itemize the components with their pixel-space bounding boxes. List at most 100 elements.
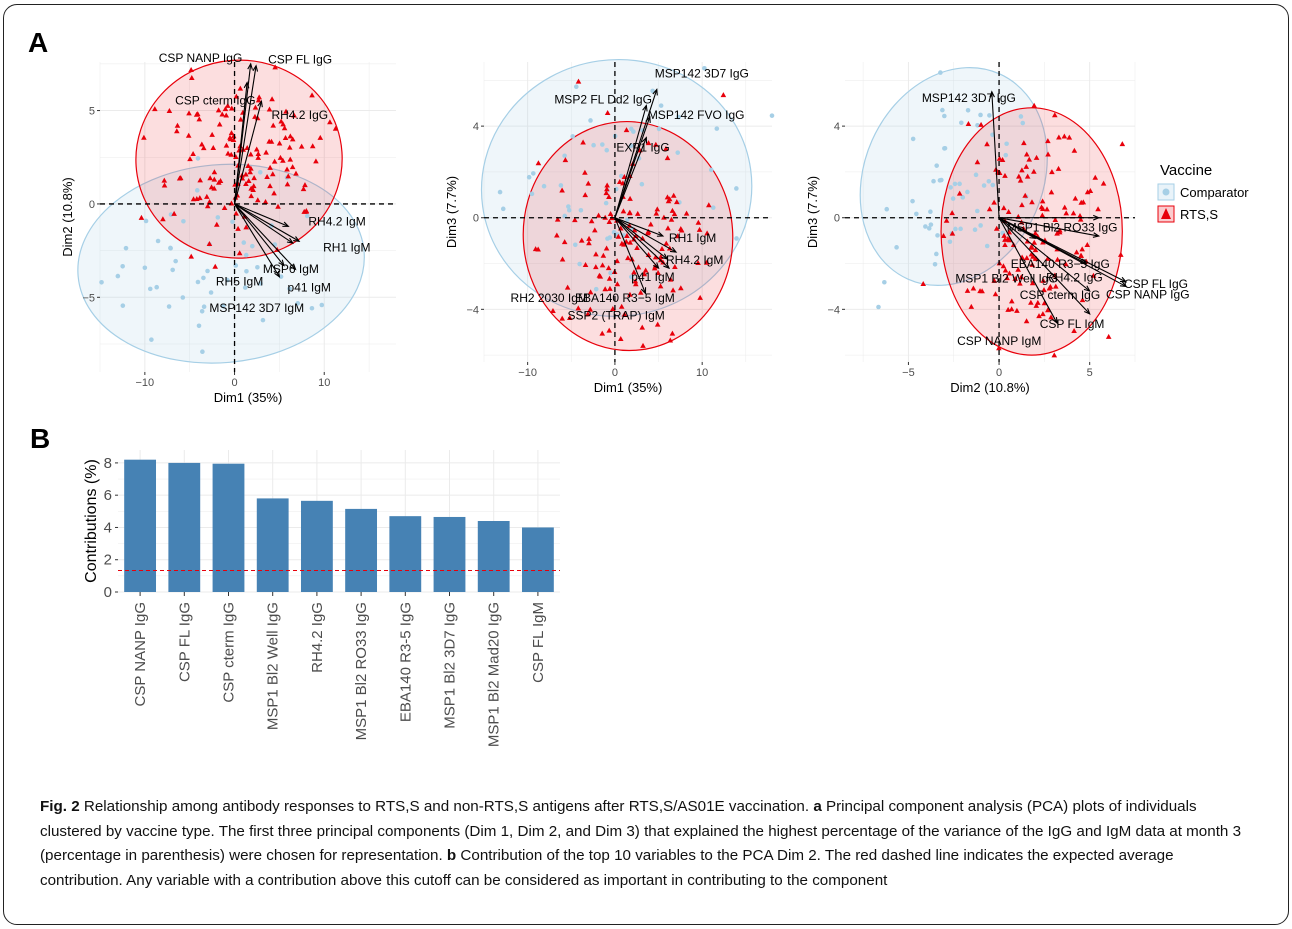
point-comparator [876,304,881,310]
figure-caption: Fig. 2 Relationship among antibody respo… [40,795,1260,893]
point-rts [247,169,253,175]
point-rts [1052,216,1059,222]
point-comparator [604,147,610,153]
point-rts [1090,272,1097,278]
arrow-head [661,253,669,260]
point-rts [683,210,690,216]
loading-arrow [998,217,1091,292]
point-rts [1061,133,1068,139]
loading-arrow [614,217,646,294]
point-rts [582,192,589,198]
point-rts [1018,274,1025,280]
point-comparator [257,169,263,175]
point-comparator [986,179,992,184]
point-rts [993,225,1000,231]
bar-y-tick-label: 0 [104,584,112,601]
point-comparator [287,286,292,292]
point-rts [190,150,196,156]
point-rts [575,305,582,311]
caption-fig-label: Fig. 2 [40,798,80,815]
point-rts [233,210,239,216]
arrow-label: RH4.2 IgG [271,108,328,122]
point-rts [286,144,293,150]
point-rts [187,156,193,162]
point-comparator [578,207,584,213]
point-rts [667,276,674,282]
point-comparator [884,206,890,212]
point-rts [1015,266,1021,272]
point-comparator [200,349,205,354]
loading-arrow [234,203,280,278]
arrow-label: RH5 IgM [216,275,263,289]
arrow-head [656,231,665,237]
point-comparator [194,188,200,193]
point-rts [991,277,998,283]
loading-arrow [614,105,647,218]
point-rts [275,203,281,209]
point-rts [1070,210,1077,216]
point-comparator [656,126,662,132]
point-comparator [952,181,958,187]
bar-category-label: CSP FL IgM [530,602,547,683]
point-rts [674,233,681,239]
point-comparator [625,217,630,222]
arrow-label: CSP cterm IgG [1020,288,1100,302]
point-rts [956,190,963,196]
y-axis-title: Dim3 (7.7%) [805,176,820,248]
point-rts [599,262,606,268]
point-rts [216,179,222,185]
point-rts [283,108,289,114]
arrow-label: MSP142 3D7 IgM [209,301,304,315]
arrow-label: CSP NANP IgG [1106,287,1190,301]
point-rts [996,155,1003,161]
point-rts [645,228,652,234]
point-rts [604,182,610,188]
point-rts [1071,147,1078,153]
point-rts [138,214,145,220]
point-rts [197,195,203,201]
point-rts [161,182,168,188]
loading-arrow [998,217,1127,283]
point-rts [236,250,243,256]
point-rts [252,104,259,110]
point-rts [602,286,608,292]
x-axis-title: Dim1 (35%) [214,390,283,405]
point-rts [657,283,664,289]
point-rts [1045,151,1051,157]
point-rts [1040,206,1046,212]
point-rts [233,154,239,160]
point-comparator [938,70,943,75]
point-rts [943,217,950,223]
point-comparator [708,167,714,173]
point-rts [1026,156,1033,162]
loading-arrow [991,91,1000,218]
point-comparator [960,195,966,200]
point-comparator [1004,141,1009,147]
point-comparator [948,185,953,190]
point-rts [285,173,292,179]
point-comparator [734,236,739,241]
point-comparator [566,207,572,213]
point-rts [604,186,610,192]
point-rts [992,291,999,297]
point-rts [1048,189,1055,195]
x-tick-label: −10 [518,367,537,379]
point-rts [1105,333,1112,339]
point-comparator [978,223,983,228]
point-rts [627,291,633,297]
point-comparator [934,251,939,257]
arrow-label: MSP142 3D7 IgG [922,91,1016,105]
arrow-label: CSP FL IgG [1124,277,1188,291]
point-rts [670,287,676,293]
point-rts [243,181,249,187]
point-rts [604,109,611,115]
bar [521,527,554,592]
point-rts [580,139,586,145]
arrow-label: CSP FL IgG [268,53,332,67]
point-rts [206,241,213,247]
point-rts [627,195,633,201]
point-rts [1079,246,1085,252]
bar-category-label: EBA140 R3-5 IgG [397,602,414,722]
point-rts [1001,205,1007,211]
point-comparator [220,303,226,309]
